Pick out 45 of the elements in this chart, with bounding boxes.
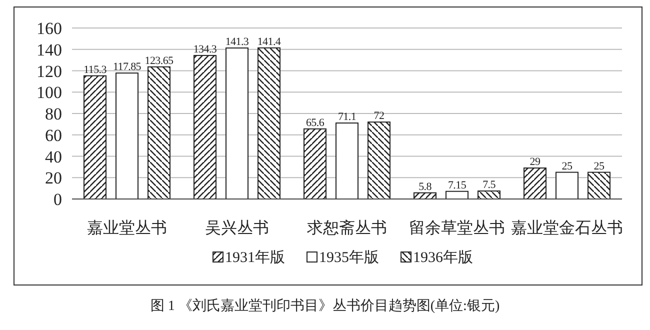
x-tick-label: 吴兴丛书 (205, 219, 269, 237)
bar (116, 72, 138, 200)
data-label: 115.3 (84, 64, 108, 76)
y-tick-label: 140 (36, 40, 62, 60)
y-tick-label: 0 (54, 190, 62, 209)
data-label: 29 (530, 156, 541, 168)
bar (84, 75, 106, 200)
data-label: 141.3 (225, 36, 250, 48)
x-tick-label: 留余草堂丛书 (409, 219, 505, 237)
data-label: 71.1 (338, 111, 356, 124)
x-tick-label: 嘉业堂丛书 (87, 219, 167, 237)
bar (556, 172, 578, 200)
bar (304, 128, 326, 200)
y-tick-label: 80 (45, 104, 62, 124)
legend-label: 1931年版 (225, 249, 285, 266)
legend-label: 1936年版 (413, 249, 473, 266)
bar (194, 54, 216, 200)
data-label: 72 (374, 110, 384, 122)
data-label: 141.4 (257, 36, 282, 48)
data-label: 117.85 (112, 61, 142, 74)
y-tick-label: 100 (36, 83, 62, 102)
data-label: 25 (562, 160, 573, 172)
data-label: 7.5 (482, 178, 496, 191)
bar (226, 47, 248, 200)
y-tick-label: 60 (45, 126, 62, 145)
data-label: 134.3 (193, 43, 218, 56)
y-tick-label: 160 (36, 19, 62, 38)
y-tick-label: 40 (45, 147, 62, 166)
bar (336, 122, 358, 200)
x-tick-label: 求恕斋丛书 (307, 219, 387, 237)
bar (148, 66, 170, 200)
x-tick-label: 嘉业堂金石丛书 (511, 219, 623, 237)
data-label: 65.6 (306, 116, 325, 129)
bar (524, 168, 546, 200)
data-label: 7.15 (448, 179, 467, 192)
data-label: 5.8 (418, 180, 432, 193)
data-label: 123.65 (144, 54, 174, 67)
legend-label: 1935年版 (319, 249, 379, 266)
bar (588, 172, 610, 200)
caption: 图 1 《刘氏嘉业堂刊印书目》丛书价目趋势图(单位:银元) (150, 298, 500, 314)
y-tick-label: 120 (36, 62, 62, 81)
bar (368, 122, 390, 200)
bar (258, 47, 280, 200)
y-tick-label: 20 (45, 168, 62, 188)
data-label: 25 (594, 160, 605, 172)
